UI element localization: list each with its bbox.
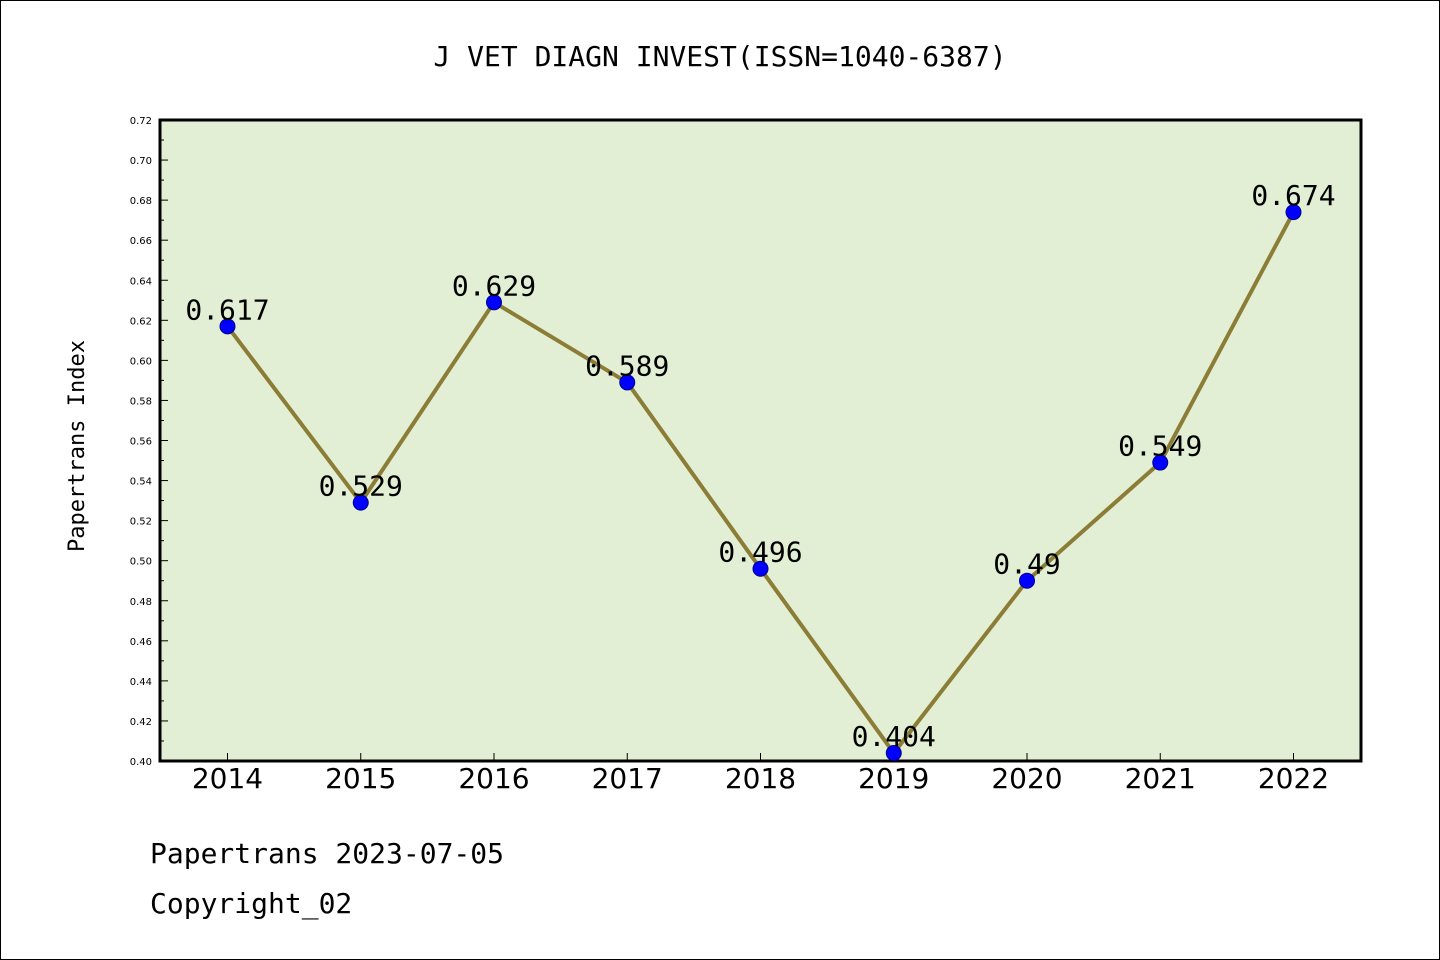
y-tick-label: 0.46 (130, 637, 152, 648)
data-label: 0.496 (718, 536, 802, 569)
data-label: 0.617 (185, 293, 269, 326)
data-point (352, 494, 369, 511)
data-point (1019, 572, 1035, 589)
data-label: 0.549 (1118, 430, 1202, 463)
footer-date-line: Papertrans 2023-07-05 (150, 837, 504, 870)
y-tick-label: 0.42 (130, 717, 152, 728)
data-label: 0.674 (1251, 179, 1335, 212)
y-tick-label: 0.48 (130, 597, 152, 608)
data-label: 0.404 (852, 720, 936, 753)
x-tick-label: 2016 (458, 762, 529, 795)
x-tick-label: 2018 (725, 762, 796, 795)
y-tick-label: 0.64 (130, 276, 152, 287)
x-tick-label: 2021 (1125, 762, 1196, 795)
x-tick-label: 2015 (325, 762, 396, 795)
chart-title: J VET DIAGN INVEST(ISSN=1040-6387) (433, 40, 1006, 73)
x-tick-label: 2014 (192, 762, 263, 795)
y-tick-label: 0.68 (130, 196, 152, 207)
y-tick-label: 0.58 (130, 396, 152, 407)
x-tick-label: 2022 (1258, 762, 1329, 795)
y-tick-label: 0.44 (130, 677, 152, 688)
x-tick-label: 2020 (991, 762, 1062, 795)
y-tick-label: 0.66 (130, 236, 152, 247)
y-tick-label: 0.56 (130, 437, 152, 448)
data-points (219, 204, 1302, 761)
y-tick-label: 0.54 (130, 477, 152, 488)
data-label: 0.589 (585, 349, 669, 382)
data-label: 0.49 (993, 548, 1060, 581)
footer-copyright-line: Copyright_02 (150, 887, 352, 921)
data-point (219, 318, 236, 335)
y-axis: 0.40 0.42 0.44 0.46 0.48 0.50 0.52 0.54 0.56 0.58… (130, 116, 168, 768)
y-tick-label: 0.52 (130, 517, 152, 528)
data-point (1285, 204, 1302, 221)
y-tick-label: 0.60 (130, 356, 152, 367)
data-labels: 0.617 0.529 0.629 0.589 0.496 0.404 0.49 0.549 0… (185, 179, 1335, 753)
y-tick-label: 0.70 (130, 156, 152, 167)
y-tick-label: 0.72 (130, 116, 152, 127)
data-point (1152, 454, 1169, 471)
y-axis-label: Papertrans Index (65, 340, 90, 552)
x-tick-label: 2017 (592, 762, 663, 795)
data-point (885, 744, 902, 761)
y-tick-label: 0.50 (130, 557, 152, 568)
y-tick-label: 0.62 (130, 316, 152, 327)
data-point (486, 294, 502, 311)
data-label: 0.529 (319, 470, 403, 503)
x-axis: 2014 2015 2016 2017 2018 2019 2020 2021 2022 (192, 753, 1329, 795)
plot-area (158, 118, 1363, 763)
data-point (619, 374, 636, 391)
x-tick-label: 2019 (858, 762, 929, 795)
y-tick-label: 0.40 (130, 757, 152, 768)
data-point (752, 560, 769, 577)
data-label: 0.629 (452, 269, 536, 302)
